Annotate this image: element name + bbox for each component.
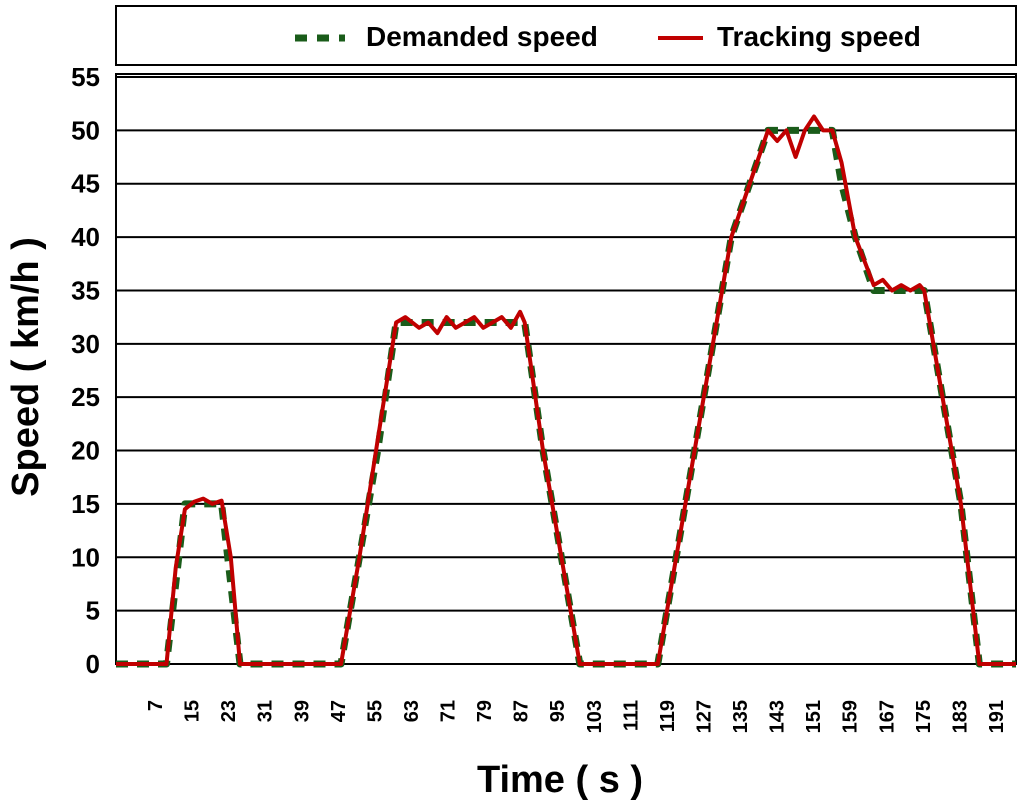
x-tick-label: 39 <box>291 700 313 722</box>
x-tick-label: 71 <box>438 700 460 722</box>
y-tick-label: 0 <box>86 649 100 679</box>
x-tick-label: 151 <box>803 700 825 733</box>
x-tick-label: 135 <box>730 700 752 733</box>
y-tick-label: 55 <box>71 62 100 92</box>
y-tick-label: 25 <box>71 382 100 412</box>
y-tick-label: 5 <box>86 596 100 626</box>
x-tick-label: 143 <box>767 700 789 733</box>
x-tick-label: 47 <box>328 700 350 722</box>
x-tick-label: 159 <box>840 700 862 733</box>
x-tick-label: 79 <box>474 700 496 722</box>
y-tick-label: 30 <box>71 329 100 359</box>
x-axis-title: Time ( s ) <box>477 759 643 801</box>
x-tick-label: 119 <box>657 700 679 732</box>
tracking-speed-line <box>116 114 1016 666</box>
x-tick-label: 127 <box>693 700 715 733</box>
legend-label-tracking: Tracking speed <box>717 21 921 52</box>
legend: Demanded speed Tracking speed <box>115 5 1017 66</box>
x-tick-label: 23 <box>218 700 240 722</box>
y-tick-label: 50 <box>71 115 100 145</box>
y-tick-label: 20 <box>71 436 100 466</box>
y-tick-label: 40 <box>71 222 100 252</box>
gridlines <box>116 76 1016 612</box>
x-tick-label: 95 <box>547 700 569 722</box>
x-tick-label: 63 <box>401 700 423 722</box>
legend-box <box>115 5 1017 66</box>
y-axis-title: Speed ( km/h ) <box>5 237 47 497</box>
series-layer <box>116 114 1016 668</box>
x-tick-label: 103 <box>584 700 606 733</box>
x-tick-label: 87 <box>511 700 533 722</box>
x-tick-label: 15 <box>182 700 204 722</box>
x-tick-label: 175 <box>913 700 935 733</box>
x-tick-label: 31 <box>255 700 277 722</box>
y-tick-label: 45 <box>71 169 100 199</box>
x-tick-label: 55 <box>364 700 386 722</box>
x-tick-label: 7 <box>145 700 167 711</box>
x-axis-ticks: 7 15 23 31 39 47 55 63 71 79 87 95 103 111 119 127 135 14… <box>145 700 1008 733</box>
y-tick-label: 35 <box>71 275 100 305</box>
x-tick-label: 191 <box>986 700 1008 733</box>
plot-area <box>115 73 1017 665</box>
x-tick-label: 111 <box>620 700 642 731</box>
y-axis-ticks: 0 5 10 15 20 25 30 35 40 45 50 55 <box>71 62 100 679</box>
x-tick-label: 183 <box>949 700 971 733</box>
legend-label-demanded: Demanded speed <box>366 21 598 52</box>
y-tick-label: 10 <box>71 542 100 572</box>
x-tick-label: 167 <box>876 700 898 733</box>
y-tick-label: 15 <box>71 489 100 519</box>
